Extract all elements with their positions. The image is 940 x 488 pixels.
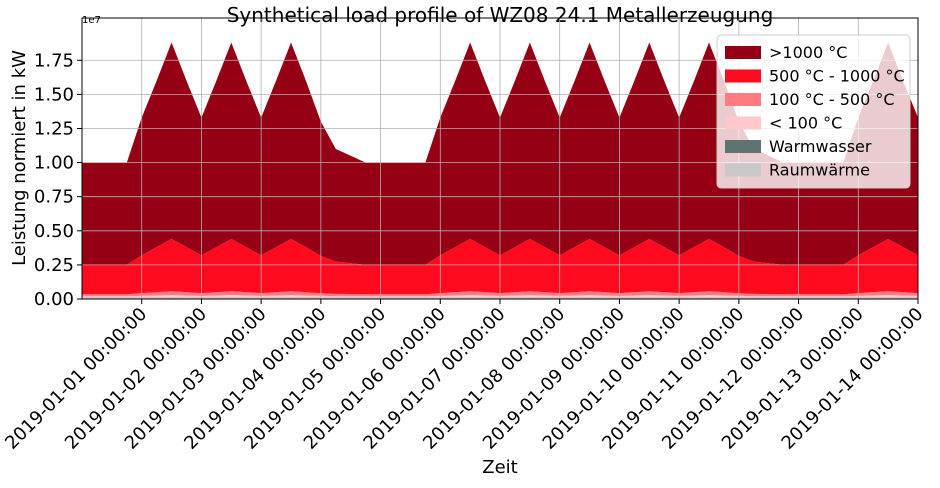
legend-label: < 100 °C (769, 114, 842, 133)
y-tick-label: 0.50 (34, 221, 74, 242)
y-tick-label: 1.50 (34, 84, 74, 105)
y-offset-label: 1e7 (82, 15, 101, 26)
y-tick-label: 1.00 (34, 153, 74, 174)
legend-swatch (725, 93, 761, 106)
legend-label: 100 °C - 500 °C (769, 90, 895, 109)
legend-swatch (725, 46, 761, 59)
y-tick-label: 0.25 (34, 255, 74, 276)
y-tick-label: 1.25 (34, 118, 74, 139)
legend-swatch (725, 117, 761, 130)
legend-label: >1000 °C (769, 43, 847, 62)
legend: >1000 °C 500 °C - 1000 °C 100 °C - 500 °C <… (717, 35, 910, 188)
legend-swatch (725, 164, 761, 177)
y-tick-label: 1.75 (34, 50, 74, 71)
legend-swatch (725, 70, 761, 83)
legend-label: Raumwärme (769, 161, 870, 180)
legend-swatch (725, 140, 761, 153)
legend-label: 500 °C - 1000 °C (769, 67, 905, 86)
y-axis-label: Leistung normiert in kW (9, 50, 30, 266)
y-tick-label: 0.00 (34, 289, 74, 310)
x-axis-label: Zeit (482, 457, 517, 478)
y-tick-label: 0.75 (34, 187, 74, 208)
legend-label: Warmwasser (769, 137, 872, 156)
